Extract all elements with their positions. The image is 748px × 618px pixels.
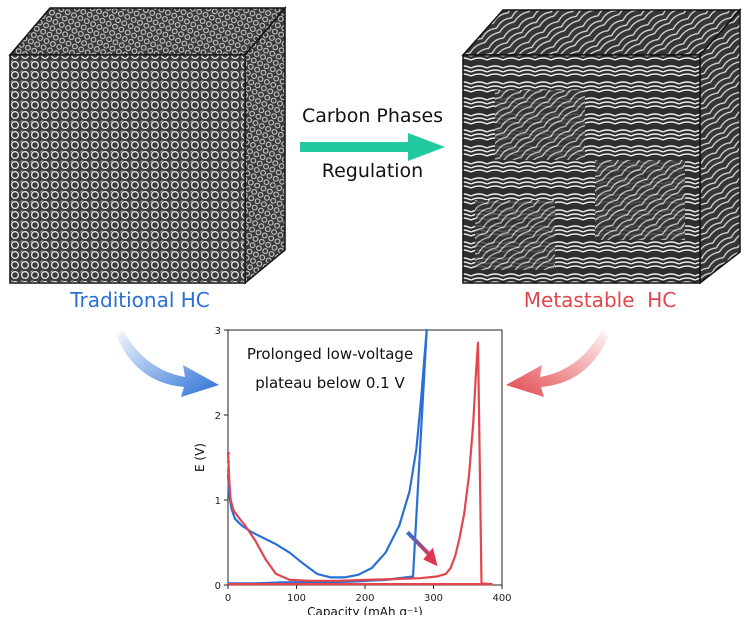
y-tick-label: 3 xyxy=(215,326,221,337)
series-line-traditional xyxy=(226,328,428,585)
x-tick-label: 100 xyxy=(287,593,306,604)
voltage-capacity-chart: Prolonged low-voltage plateau below 0.1 … xyxy=(193,326,512,615)
y-tick-label: 0 xyxy=(215,581,221,592)
start-marker xyxy=(226,460,230,464)
traditional-pointer-arrow xyxy=(117,330,219,397)
metastable-pointer-arrow xyxy=(506,330,608,397)
x-tick-label: 200 xyxy=(355,593,374,604)
series-line-metastable xyxy=(226,341,493,586)
y-axis-label: E (V) xyxy=(193,443,207,472)
annotation-line1: Prolonged low-voltage xyxy=(247,345,413,363)
process-arrow xyxy=(300,133,445,161)
traditional-hc-label: Traditional HC xyxy=(70,288,210,312)
metastable-hc-cube xyxy=(461,8,742,285)
x-axis-label: Capacity (mAh g⁻¹) xyxy=(307,605,423,615)
traditional-hc-cube xyxy=(8,5,287,285)
x-tick-label: 400 xyxy=(492,593,511,604)
y-tick-label: 2 xyxy=(215,411,221,422)
y-tick-label: 1 xyxy=(215,496,221,507)
arrow-label-line1: Carbon Phases xyxy=(301,105,444,127)
plateau-arrow-shaft xyxy=(406,530,432,557)
arrow-label-line2: Regulation xyxy=(321,160,424,182)
plateau-arrow-head xyxy=(423,547,438,567)
x-tick-label: 300 xyxy=(424,593,443,604)
metastable-hc-label: Metastable HC xyxy=(523,288,677,312)
annotation-line2: plateau below 0.1 V xyxy=(255,374,405,392)
start-marker xyxy=(226,451,230,455)
x-tick-label: 0 xyxy=(225,593,231,604)
start-marker xyxy=(226,468,230,472)
plot-frame xyxy=(227,329,503,586)
